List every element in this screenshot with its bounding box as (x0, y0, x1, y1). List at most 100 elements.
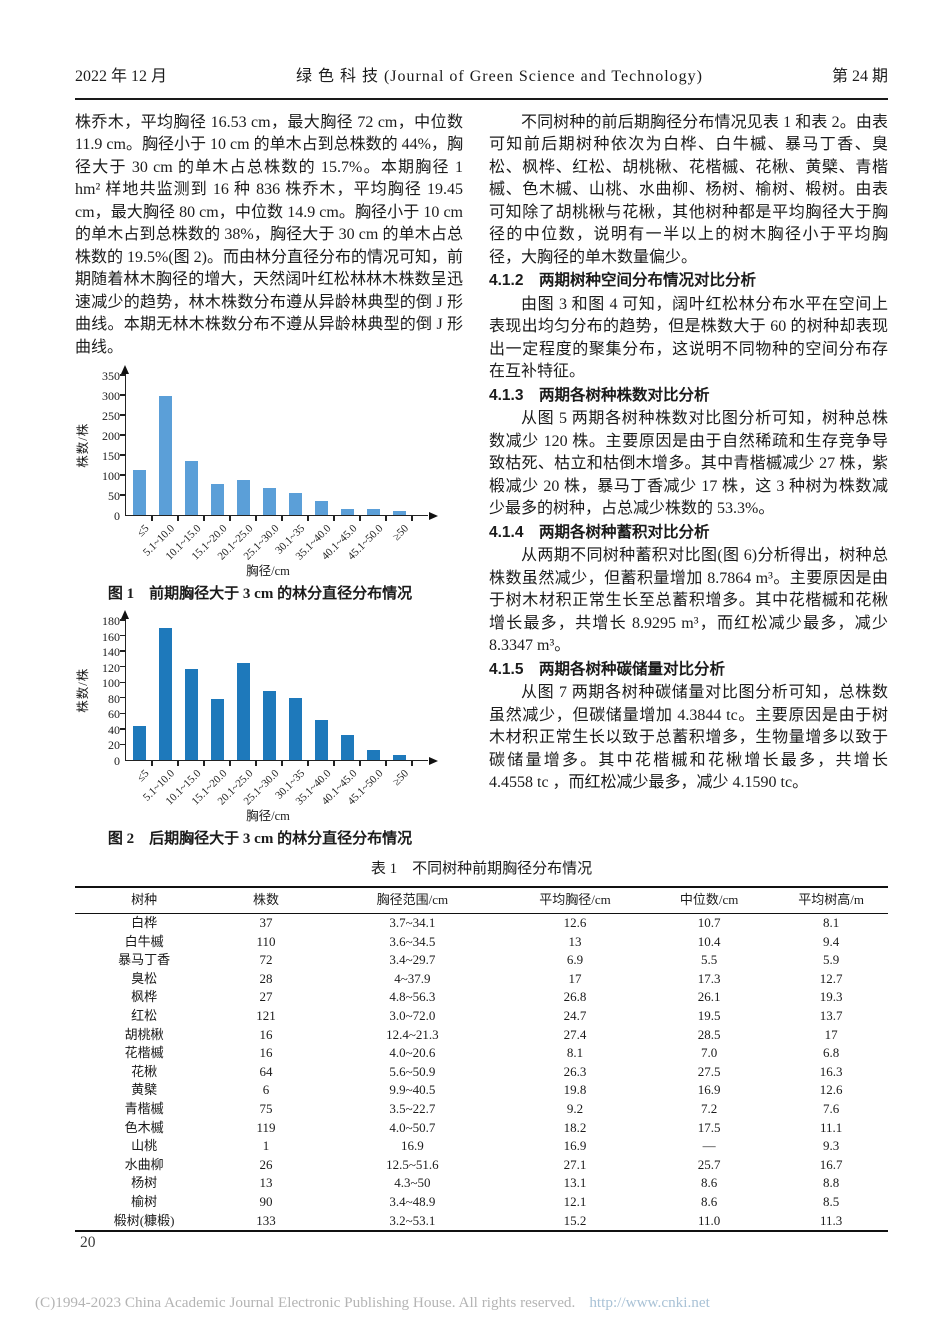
y-tick-mark (120, 743, 126, 746)
x-tick-mark (255, 515, 257, 521)
x-tick-mark (385, 760, 387, 766)
table-row: 杨树 13 4.3~50 13.1 8.6 8.8 (75, 1174, 888, 1193)
bar (340, 735, 354, 760)
table-cell: 色木槭 (124, 1119, 164, 1135)
bar-slot (152, 375, 178, 515)
table-cell: 4.3~50 (394, 1175, 431, 1191)
bar (236, 662, 250, 760)
table-cell: 8.1 (566, 1045, 584, 1061)
table-cell: 8.6 (700, 1193, 718, 1209)
header-date: 2022 年 12 月 (75, 68, 168, 85)
table-cell: 10.4 (697, 933, 721, 949)
table-cell: 121 (256, 1007, 276, 1023)
plot-area (120, 610, 438, 766)
bar-slot (386, 375, 412, 515)
bar-slot (282, 620, 308, 760)
y-tick-label: 300 (102, 389, 120, 403)
y-tick-label: 250 (102, 409, 120, 423)
table-cell: 19.3 (819, 989, 843, 1005)
x-tick-mark (411, 760, 413, 766)
table-1-section: 表 1 不同树种前期胸径分布情况 树种 株数 胸径范围/cm 平均胸径/cm 中位数/c… (75, 859, 888, 1233)
x-tick-mark (151, 760, 153, 766)
table-cell: 9.3 (822, 1138, 840, 1154)
y-tick-label: 0 (114, 754, 120, 768)
table-cell: 11.1 (819, 1119, 843, 1135)
table-cell: 山桃 (131, 1138, 158, 1154)
y-axis-arrow (120, 365, 129, 374)
bar-slot (230, 620, 256, 760)
x-tick-mark (359, 760, 361, 766)
table-cell: 13.1 (563, 1175, 587, 1191)
table-row: 青楷槭 75 3.5~22.7 9.2 7.2 7.6 (75, 1100, 888, 1119)
section-heading: 4.1.5 两期各树种碳储量对比分析 (489, 660, 725, 678)
bar (262, 488, 276, 515)
figure-2-caption: 图 2 后期胸径大于 3 cm 的林分直径分布情况 (107, 831, 413, 847)
journal-title: 绿 色 科 技 (Journal of Green Science and Te… (295, 68, 704, 85)
y-tick-mark (120, 374, 126, 376)
body-paragraph: 不同树种的前后期胸径分布情况见表 1 和表 2。由表可知前后期树种依次为白桦、白… (489, 113, 888, 266)
bar (210, 484, 224, 515)
figure-1-caption: 图 1 前期胸径大于 3 cm 的林分直径分布情况 (107, 586, 413, 602)
table-row: 暴马丁香 72 3.4~29.7 6.9 5.5 5.9 (75, 951, 888, 970)
header-issue: 第 24 期 (831, 68, 888, 85)
table-cell: 3.5~22.7 (389, 1100, 436, 1116)
table-cell: 10.7 (697, 915, 721, 930)
bar (210, 698, 224, 760)
table-cell: 18.2 (563, 1119, 587, 1135)
column-header: 中位数/cm (644, 887, 775, 914)
y-axis-label: 株数/株 (75, 375, 91, 516)
table-cell: 9.2 (566, 1100, 584, 1116)
table-cell: 28.5 (697, 1026, 721, 1042)
table-cell: 26.3 (563, 1063, 587, 1079)
table-cell: 5.6~50.9 (389, 1063, 436, 1079)
two-column-body: 株乔木，平均胸径 16.53 cm，最大胸径 72 cm，中位数 11.9 cm… (75, 112, 888, 850)
table-cell: 3.4~48.9 (389, 1193, 436, 1209)
x-axis-title: 胸径/cm (246, 564, 290, 578)
x-tick-mark (333, 760, 335, 766)
table-1-title: 表 1 不同树种前期胸径分布情况 (370, 861, 593, 877)
table-cell: 16.9 (697, 1082, 721, 1098)
bar-chart-fig2: 株数/株 0 20 40 60 80 100 120 140 160 180 ≤5 5.1~10.0 10… (75, 610, 463, 824)
x-tick-mark (307, 760, 309, 766)
bar (288, 697, 302, 760)
x-tick-mark (203, 515, 205, 521)
table-row: 黄檗 6 9.9~40.5 19.8 16.9 12.6 (75, 1081, 888, 1100)
y-tick-mark (120, 634, 126, 637)
table-cell: 13 (259, 1175, 273, 1191)
table-cell: 暴马丁香 (118, 952, 171, 968)
bars-group (126, 375, 413, 521)
bar-slot (126, 620, 152, 760)
x-tick-mark (359, 515, 361, 521)
table-cell: 8.8 (822, 1175, 840, 1191)
table-cell: 青楷槭 (124, 1100, 164, 1116)
table-cell: 4.8~56.3 (389, 989, 436, 1005)
page-header: 2022 年 12 月 绿 色 科 技 (Journal of Green Sc… (75, 0, 888, 89)
bar (158, 627, 172, 760)
table-cell: 90 (259, 1193, 273, 1209)
bar (262, 690, 276, 760)
table-cell: 5.5 (700, 952, 718, 968)
x-axis-arrow (429, 757, 438, 766)
chart-area: 株数/株 0 50 100 150 200 250 300 350 (75, 365, 463, 522)
column-header: 树种 (75, 887, 214, 914)
table-cell: 13 (568, 933, 582, 949)
table-cell: 白牛槭 (124, 933, 164, 949)
y-tick-mark (120, 619, 126, 621)
table-cell: 白桦 (131, 915, 158, 930)
table-row: 白牛槭 110 3.6~34.5 13 10.4 9.4 (75, 933, 888, 952)
x-tick-mark (281, 760, 283, 766)
table-cell: 3.4~29.7 (389, 952, 436, 968)
bar (314, 501, 328, 515)
table-header-row: 树种 株数 胸径范围/cm 平均胸径/cm 中位数/cm 平均树高/m (75, 887, 888, 914)
table-cell: 臭松 (131, 970, 158, 986)
table-cell: 16 (259, 1026, 273, 1042)
table-cell: 1 (262, 1138, 270, 1154)
table-cell: 16.9 (401, 1138, 424, 1154)
x-tick-mark (177, 515, 179, 521)
table-row: 花楷槭 16 4.0~20.6 8.1 7.0 6.8 (75, 1044, 888, 1063)
table-cell: 3.0~72.0 (389, 1007, 436, 1023)
x-tick-mark (307, 515, 309, 521)
x-tick-labels: ≤5 5.1~10.0 10.1~15.0 15.1~20.0 20.1~25.0 25.… (125, 761, 412, 808)
bar-slot (360, 375, 386, 515)
table-row: 山桃 1 16.9 16.9 — 9.3 (75, 1137, 888, 1156)
